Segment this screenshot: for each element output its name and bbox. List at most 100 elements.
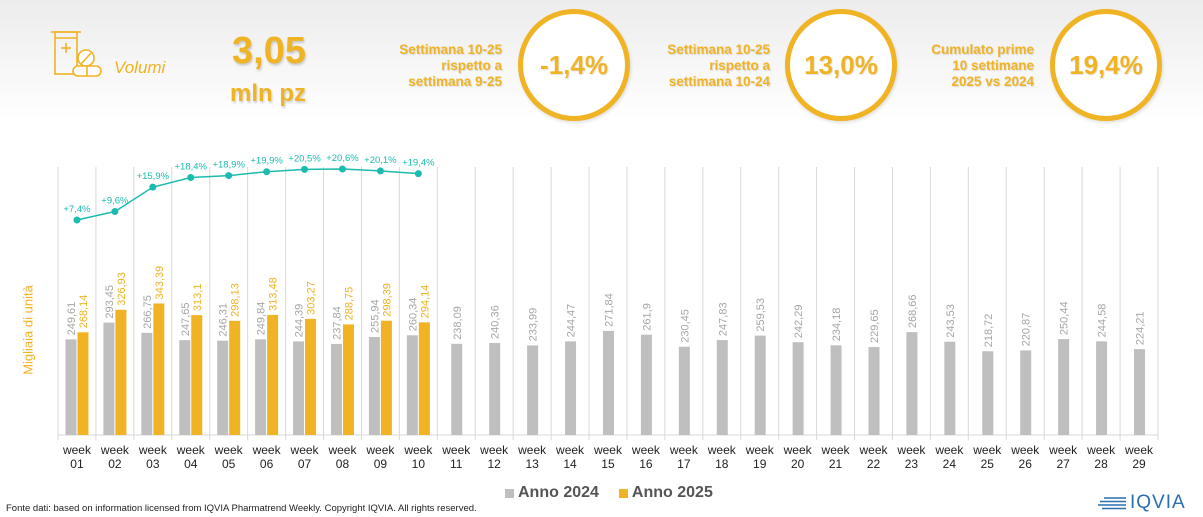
x-tick-label: 06 [260,457,274,471]
total-volume-value: 3,05 [232,30,306,72]
legend-label-2024: Anno 2024 [518,484,599,501]
x-tick-label: 07 [298,457,312,471]
x-tick-label: 04 [184,457,198,471]
x-tick-label: week [858,443,888,457]
x-tick-label: week [1010,443,1040,457]
bar-2025 [342,324,354,435]
bar-label-2024: 224,21 [1135,311,1147,345]
bar-2024 [754,335,766,435]
growth-label: +19,9% [250,156,283,167]
bar-2024 [944,341,956,435]
bar-2024 [217,340,229,435]
kpi-2-label-line: rispetto a [709,58,770,73]
bar-label-2025: 303,27 [306,281,318,315]
growth-label: +20,5% [288,153,321,164]
x-tick-label: week [972,443,1002,457]
bar-label-2024: 260,34 [407,298,419,332]
bar-2024 [1096,341,1108,435]
x-tick-label: 23 [905,457,919,471]
bar-2024 [982,351,994,435]
kpi-1-label-line: rispetto a [441,58,502,73]
kpi-2-circle: 13,0% [785,9,897,121]
bar-2024 [406,335,418,435]
bar-2025 [77,332,89,435]
x-tick-label: week [290,443,320,457]
bar-label-2024: 249,84 [256,302,268,336]
iqvia-logo-mark-icon [1098,497,1126,510]
bar-label-2024: 250,44 [1059,301,1071,335]
bar-label-2024: 244,58 [1097,304,1109,338]
total-volume-unit: mln pz [230,80,306,107]
bar-2024 [330,343,342,435]
x-tick-label: week [441,443,471,457]
kpi-3-value: 19,4% [1069,49,1143,80]
x-tick-label: 28 [1094,457,1108,471]
growth-label: +20,1% [364,155,397,166]
bar-label-2024: 293,45 [104,285,116,319]
bar-2024 [255,339,267,435]
growth-label: +7,4% [63,204,91,215]
kpi-3-label-line: Cumulato prime [931,42,1034,57]
growth-point [187,174,195,181]
growth-point [338,165,346,173]
bar-2025 [418,322,430,435]
bar-2024 [293,341,305,435]
x-tick-label: week [745,443,775,457]
bar-label-2024: 246,31 [218,303,230,337]
x-tick-label: week [327,443,357,457]
bar-2024 [179,340,191,435]
kpi-3-label-line: 10 settimane [952,58,1034,73]
x-tick-label: 18 [715,457,729,471]
x-tick-label: 02 [108,457,122,471]
bar-2025 [305,318,317,435]
x-tick-label: week [555,443,585,457]
kpi-1-value: -1,4% [540,49,608,80]
pill-bottle-icon [48,28,108,80]
x-tick-label: week [365,443,395,457]
x-tick-label: 27 [1056,457,1070,471]
x-tick-label: week [517,443,547,457]
bar-label-2024: 234,18 [831,308,843,342]
bar-2025 [191,315,203,435]
bar-label-2025: 288,75 [343,287,355,321]
growth-label: +20,6% [326,153,359,164]
x-tick-label: 22 [867,457,881,471]
bar-label-2024: 261,9 [641,303,653,331]
kpi-1-circle: -1,4% [518,9,630,121]
bar-2024 [489,342,501,435]
x-tick-label: week [100,443,130,457]
bar-label-2024: 220,87 [1021,313,1033,347]
bar-label-2024: 237,84 [331,306,343,340]
chart-legend: Anno 2024 Anno 2025 [505,484,713,502]
iqvia-logo: IQVIA [1098,492,1186,514]
x-tick-label: 14 [563,457,577,471]
bar-label-2024: 259,53 [755,298,767,332]
growth-point [301,165,309,173]
kpi-3-circle: 19,4% [1050,9,1162,121]
x-tick-label: week [707,443,737,457]
x-tick-label: week [783,443,813,457]
x-tick-label: week [214,443,244,457]
iqvia-logo-text: IQVIA [1130,492,1186,513]
x-tick-label: week [138,443,168,457]
bar-2025 [229,320,241,435]
x-tick-label: 12 [488,457,502,471]
kpi-2-label-line: settimana 10-24 [668,74,770,89]
x-tick-label: week [934,443,964,457]
legend-label-2025: Anno 2025 [631,484,713,501]
bar-label-2024: 244,47 [566,304,578,338]
x-tick-label: week [403,443,433,457]
bar-2024 [716,340,728,435]
bar-2024 [602,330,614,435]
kpi-3-label-line: 2025 vs 2024 [951,74,1034,89]
x-tick-label: 11 [450,457,463,471]
bar-2024 [451,343,463,435]
x-tick-label: week [1124,443,1154,457]
growth-point [149,183,157,191]
x-tick-label: 10 [412,457,426,471]
growth-label: +9,6% [101,196,129,207]
x-tick-label: 20 [791,457,805,471]
x-tick-label: week [669,443,699,457]
x-tick-label: 24 [943,457,957,471]
